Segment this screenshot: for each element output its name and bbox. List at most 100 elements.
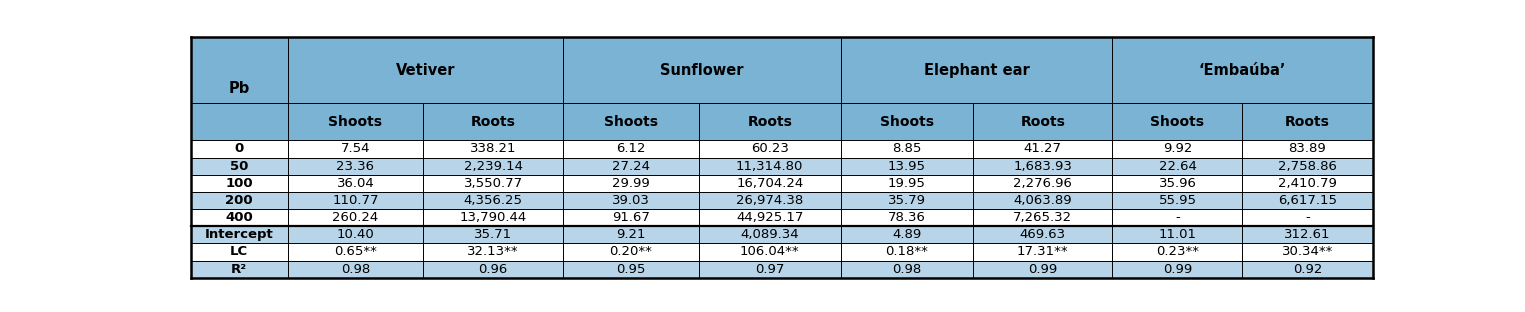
Text: 9.92: 9.92 <box>1162 143 1193 155</box>
Text: 7.54: 7.54 <box>340 143 371 155</box>
Text: 0.20**: 0.20** <box>610 246 653 258</box>
Text: 260.24: 260.24 <box>332 211 378 224</box>
Bar <box>424 103 563 140</box>
Bar <box>1113 209 1243 226</box>
Text: 19.95: 19.95 <box>888 177 926 190</box>
Text: 400: 400 <box>226 211 253 224</box>
Bar <box>563 209 698 226</box>
Bar <box>563 37 840 103</box>
Bar <box>288 243 424 261</box>
Text: 0.97: 0.97 <box>755 263 784 275</box>
Bar <box>840 243 973 261</box>
Text: 83.89: 83.89 <box>1289 143 1327 155</box>
Bar <box>840 158 973 175</box>
Text: 27.24: 27.24 <box>612 160 650 173</box>
Bar <box>563 243 698 261</box>
Text: 0.92: 0.92 <box>1293 263 1322 275</box>
Text: -: - <box>1305 211 1310 224</box>
Bar <box>563 140 698 158</box>
Bar <box>698 140 840 158</box>
Text: 338.21: 338.21 <box>470 143 517 155</box>
Text: Vetiver: Vetiver <box>395 62 454 78</box>
Bar <box>1243 140 1372 158</box>
Bar <box>698 175 840 192</box>
Bar <box>424 261 563 278</box>
Bar <box>288 175 424 192</box>
Text: 1,683.93: 1,683.93 <box>1013 160 1072 173</box>
Text: 44,925.17: 44,925.17 <box>737 211 804 224</box>
Text: 0.98: 0.98 <box>342 263 371 275</box>
Text: 13,790.44: 13,790.44 <box>459 211 526 224</box>
Text: R²: R² <box>230 263 247 275</box>
Text: 29.99: 29.99 <box>612 177 650 190</box>
Text: 2,758.86: 2,758.86 <box>1278 160 1337 173</box>
Bar <box>698 209 840 226</box>
Text: 6.12: 6.12 <box>616 143 645 155</box>
Bar <box>563 261 698 278</box>
Text: 0.99: 0.99 <box>1028 263 1057 275</box>
Bar <box>1243 209 1372 226</box>
Bar <box>698 158 840 175</box>
Text: 10.40: 10.40 <box>337 228 374 241</box>
Bar <box>191 209 288 226</box>
Bar <box>1113 192 1243 209</box>
Text: 11,314.80: 11,314.80 <box>737 160 804 173</box>
Text: 9.21: 9.21 <box>616 228 645 241</box>
Bar <box>973 103 1112 140</box>
Text: 16,704.24: 16,704.24 <box>737 177 804 190</box>
Bar <box>698 103 840 140</box>
Text: Roots: Roots <box>747 115 791 129</box>
Bar <box>1113 37 1372 103</box>
Text: 2,276.96: 2,276.96 <box>1013 177 1072 190</box>
Bar <box>288 192 424 209</box>
Text: 17.31**: 17.31** <box>1017 246 1069 258</box>
Text: 2,239.14: 2,239.14 <box>464 160 523 173</box>
Text: 23.36: 23.36 <box>337 160 375 173</box>
Bar <box>1113 140 1243 158</box>
Bar <box>1243 103 1372 140</box>
Bar <box>563 158 698 175</box>
Text: 7,265.32: 7,265.32 <box>1013 211 1072 224</box>
Text: 35.79: 35.79 <box>888 194 926 207</box>
Bar <box>424 226 563 243</box>
Text: 13.95: 13.95 <box>888 160 926 173</box>
Bar <box>288 226 424 243</box>
Bar <box>288 140 424 158</box>
Text: Roots: Roots <box>1286 115 1330 129</box>
Text: Elephant ear: Elephant ear <box>924 62 1029 78</box>
Text: 6,617.15: 6,617.15 <box>1278 194 1337 207</box>
Bar <box>191 243 288 261</box>
Bar <box>840 209 973 226</box>
Bar <box>840 192 973 209</box>
Text: ‘Embaúba’: ‘Embaúba’ <box>1199 62 1286 78</box>
Bar <box>288 261 424 278</box>
Bar <box>424 140 563 158</box>
Bar <box>1113 243 1243 261</box>
Bar <box>1113 103 1243 140</box>
Text: LC: LC <box>230 246 249 258</box>
Text: 55.95: 55.95 <box>1159 194 1197 207</box>
Text: 106.04**: 106.04** <box>740 246 799 258</box>
Bar <box>698 226 840 243</box>
Bar <box>698 243 840 261</box>
Bar <box>1243 226 1372 243</box>
Bar <box>1243 158 1372 175</box>
Bar <box>191 261 288 278</box>
Text: 60.23: 60.23 <box>750 143 788 155</box>
Bar <box>1113 158 1243 175</box>
Text: 35.71: 35.71 <box>474 228 512 241</box>
Bar <box>840 103 973 140</box>
Bar <box>973 261 1112 278</box>
Text: -: - <box>1176 211 1180 224</box>
Bar <box>1243 261 1372 278</box>
Text: Shoots: Shoots <box>604 115 657 129</box>
Text: 469.63: 469.63 <box>1020 228 1066 241</box>
Bar <box>288 158 424 175</box>
Bar <box>563 226 698 243</box>
Bar <box>424 192 563 209</box>
Text: Roots: Roots <box>1020 115 1064 129</box>
Bar <box>973 209 1112 226</box>
Text: 4.89: 4.89 <box>892 228 921 241</box>
Text: 35.96: 35.96 <box>1159 177 1197 190</box>
Bar <box>1243 243 1372 261</box>
